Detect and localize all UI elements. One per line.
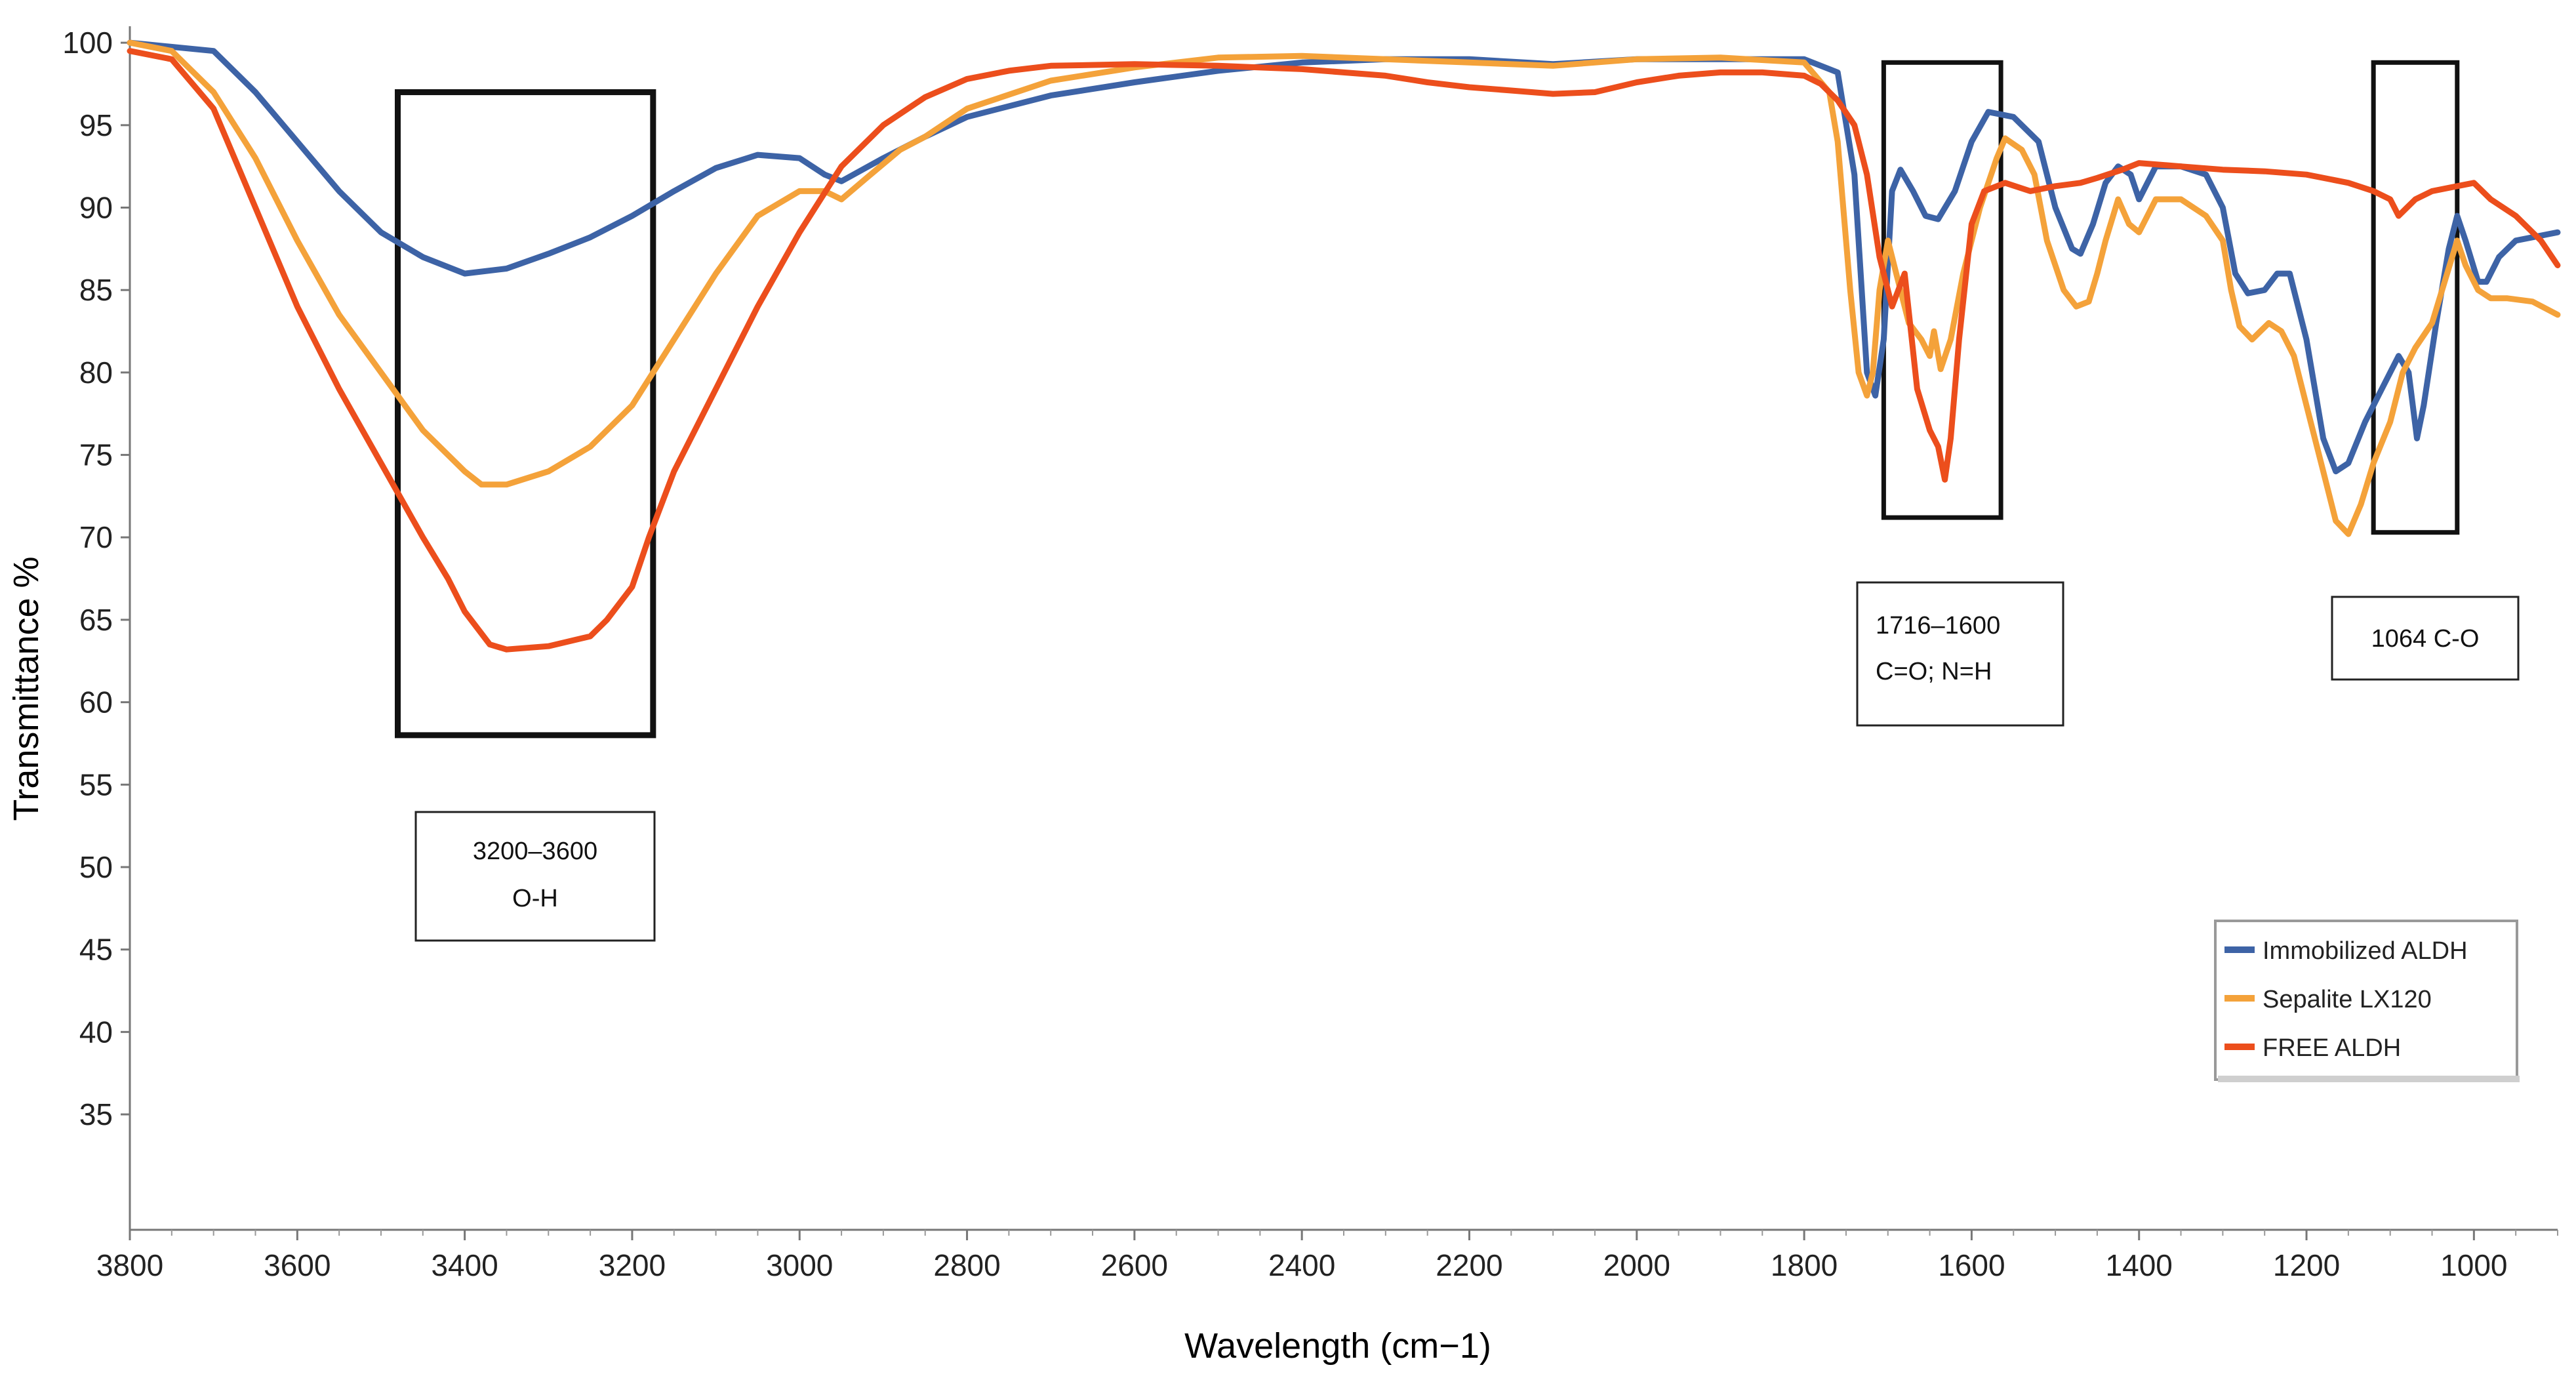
y-axis-title: Transmittance %	[7, 556, 46, 821]
series-line-sepalite-lx120	[127, 39, 2561, 537]
annotation-box-oh-band	[394, 89, 656, 739]
y-tick-label-85: 85	[79, 273, 113, 307]
y-tick-label-70: 70	[79, 520, 113, 554]
legend-label-sepalite-lx120: Sepalite LX120	[2263, 986, 2432, 1013]
x-tick-label-2800: 2800	[933, 1248, 1000, 1282]
x-tick-label-3200: 3200	[599, 1248, 666, 1282]
legend-box	[2214, 920, 2518, 1081]
annotation-box-c-o-band	[2371, 60, 2460, 535]
y-tick-label-55: 55	[79, 767, 113, 802]
x-tick-label-2200: 2200	[1436, 1248, 1502, 1282]
annotation-label-c-o: 1064 C-O	[2331, 596, 2520, 681]
x-tick-label-1000: 1000	[2440, 1248, 2507, 1282]
annotation-label-oh-box	[414, 811, 656, 942]
x-tick-label-3600: 3600	[264, 1248, 331, 1282]
y-tick-label-60: 60	[79, 685, 113, 720]
y-tick-label-35: 35	[79, 1097, 113, 1131]
x-tick-label-2600: 2600	[1101, 1248, 1168, 1282]
y-tick-label-40: 40	[79, 1015, 113, 1049]
annotation-label-co-nh: 1716–1600 C=O; N=H	[1856, 581, 2064, 727]
x-tick-label-3800: 3800	[96, 1248, 163, 1282]
annotation-label-co-nh-line2: C=O; N=H	[1876, 658, 1992, 685]
legend: Immobilized ALDH Sepalite LX120 FREE ALD…	[2214, 920, 2520, 1082]
x-tick-label-1200: 1200	[2273, 1248, 2340, 1282]
y-tick-label-80: 80	[79, 355, 113, 390]
y-tick-label-75: 75	[79, 438, 113, 472]
annotations	[394, 60, 2460, 739]
annotation-label-oh: 3200–3600 O-H	[414, 811, 656, 942]
y-tick-label-50: 50	[79, 850, 113, 884]
series-line-free-aldh	[127, 48, 2561, 653]
x-tick-label-3000: 3000	[766, 1248, 833, 1282]
y-tick-label-65: 65	[79, 603, 113, 637]
legend-shadow	[2218, 1076, 2520, 1082]
x-ticks: 3800 3600 3400 3200 3000 2800 2600 2400 2200 2000…	[96, 1230, 2558, 1282]
series	[127, 39, 2561, 653]
y-ticks: 35 40 45 50 55 60 65 70 75 80 85 90 95 100	[62, 26, 130, 1131]
x-tick-label-1400: 1400	[2106, 1248, 2173, 1282]
annotation-label-oh-line2: O-H	[512, 885, 558, 912]
x-tick-label-1600: 1600	[1938, 1248, 2005, 1282]
annotation-label-co-nh-box	[1856, 581, 2064, 727]
y-tick-label-100: 100	[62, 26, 113, 60]
annotation-label-c-o-line1: 1064 C-O	[2371, 625, 2480, 653]
x-tick-label-3400: 3400	[431, 1248, 498, 1282]
legend-label-immobilized-aldh: Immobilized ALDH	[2263, 937, 2468, 965]
annotation-label-co-nh-line1: 1716–1600	[1876, 612, 2000, 639]
y-tick-label-90: 90	[79, 191, 113, 225]
y-tick-label-45: 45	[79, 933, 113, 967]
annotation-label-oh-line1: 3200–3600	[473, 838, 597, 865]
series-line-immobilized-aldh	[127, 39, 2561, 475]
x-axis-title: Wavelength (cm−1)	[1184, 1326, 1491, 1366]
y-tick-label-95: 95	[79, 108, 113, 142]
legend-label-free-aldh: FREE ALDH	[2263, 1034, 2401, 1062]
x-tick-label-1800: 1800	[1771, 1248, 1838, 1282]
x-tick-label-2400: 2400	[1268, 1248, 1335, 1282]
annotation-label-c-o-box	[2331, 596, 2520, 681]
x-tick-label-2000: 2000	[1603, 1248, 1670, 1282]
